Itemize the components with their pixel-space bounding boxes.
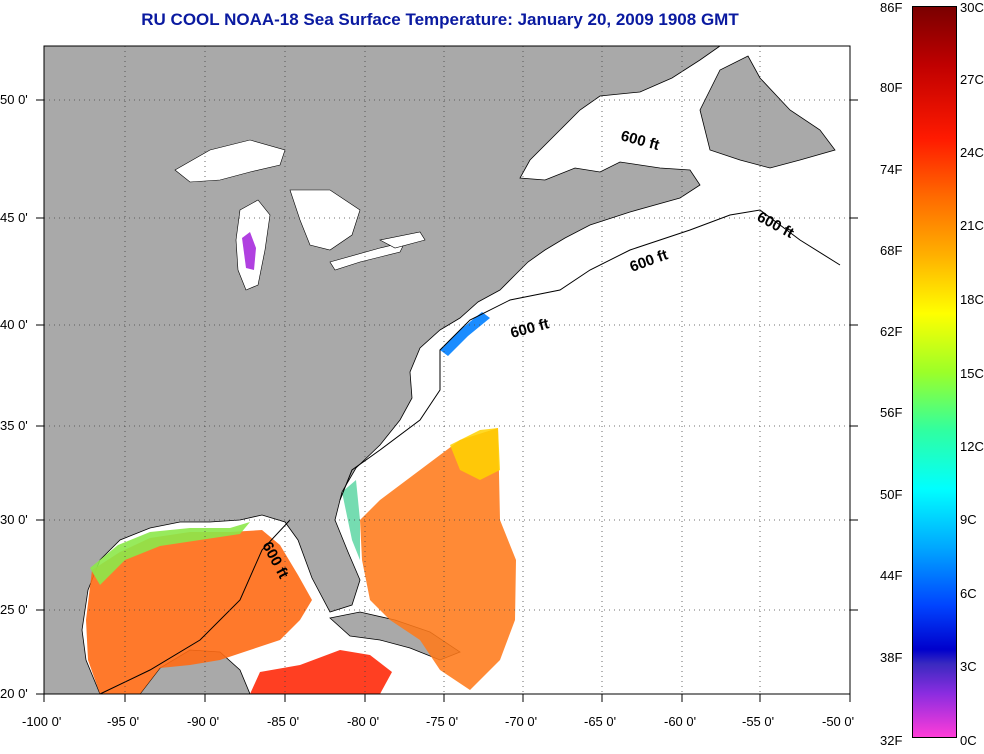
lon-label-55: -55 0' bbox=[742, 714, 775, 729]
lat-label-50: 50 0' bbox=[0, 92, 28, 107]
colorbar-f-44: 44F bbox=[880, 568, 903, 583]
lat-label-35: 35 0' bbox=[0, 418, 28, 433]
colorbar-f-62: 62F bbox=[880, 324, 903, 339]
colorbar-f-68: 68F bbox=[880, 243, 903, 258]
mid-atlantic-cold-strip bbox=[440, 312, 490, 356]
colorbar-c-15: 15C bbox=[960, 366, 984, 381]
colorbar-c-27: 27C bbox=[960, 72, 984, 87]
colorbar-f-74: 74F bbox=[880, 162, 903, 177]
lon-label-100: -100 0' bbox=[22, 714, 62, 729]
colorbar-f-32: 32F bbox=[880, 733, 903, 748]
map-frame bbox=[43, 45, 851, 695]
atlantic-yellow-edge bbox=[450, 428, 500, 480]
lake-ontario bbox=[379, 231, 426, 249]
north-america-land bbox=[43, 45, 722, 695]
colorbar-c-24: 24C bbox=[960, 145, 984, 160]
lon-label-60: -60 0' bbox=[664, 714, 697, 729]
lon-label-50: -50 0' bbox=[822, 714, 855, 729]
gulf-warm-water bbox=[86, 530, 312, 694]
temperature-colorbar bbox=[912, 6, 957, 738]
colorbar-c-3: 3C bbox=[960, 659, 977, 674]
lon-label-75: -75 0' bbox=[426, 714, 459, 729]
graticule bbox=[44, 46, 850, 694]
lat-label-30: 30 0' bbox=[0, 512, 28, 527]
isobath-600ft bbox=[99, 209, 841, 695]
colorbar-c-18: 18C bbox=[960, 292, 984, 307]
colorbar-c-30: 30C bbox=[960, 0, 984, 15]
lat-label-20: 20 0' bbox=[0, 686, 28, 701]
lat-label-25: 25 0' bbox=[0, 602, 28, 617]
lon-label-85: -85 0' bbox=[267, 714, 300, 729]
map-title: RU COOL NOAA-18 Sea Surface Temperature:… bbox=[141, 10, 739, 29]
colorbar-c-6: 6C bbox=[960, 586, 977, 601]
lat-label-45: 45 0' bbox=[0, 210, 28, 225]
atlantic-warm-water bbox=[360, 428, 516, 690]
colorbar-f-80: 80F bbox=[880, 80, 903, 95]
lon-label-95: -95 0' bbox=[107, 714, 140, 729]
gulf-cool-shelf bbox=[90, 522, 250, 585]
lake-huron bbox=[289, 189, 361, 251]
lon-label-70: -70 0' bbox=[505, 714, 538, 729]
colorbar-f-50: 50F bbox=[880, 487, 903, 502]
colorbar-f-56: 56F bbox=[880, 405, 903, 420]
colorbar-c-21: 21C bbox=[960, 218, 984, 233]
lake-erie bbox=[329, 241, 406, 271]
newfoundland-land bbox=[699, 55, 836, 169]
lat-label-40: 40 0' bbox=[0, 317, 28, 332]
colorbar-c-12: 12C bbox=[960, 439, 984, 454]
florida-shelf-cool bbox=[342, 480, 360, 560]
lon-label-90: -90 0' bbox=[187, 714, 220, 729]
caribbean-hot-water bbox=[250, 650, 392, 694]
colorbar-f-38: 38F bbox=[880, 650, 903, 665]
lon-label-80: -80 0' bbox=[347, 714, 380, 729]
colorbar-c-9: 9C bbox=[960, 512, 977, 527]
lake-superior bbox=[174, 139, 286, 183]
lake-michigan-cold bbox=[242, 232, 256, 270]
lon-label-65: -65 0' bbox=[584, 714, 617, 729]
axis-ticks bbox=[36, 99, 858, 702]
colorbar-f-86: 86F bbox=[880, 0, 903, 15]
colorbar-c-0: 0C bbox=[960, 733, 977, 748]
